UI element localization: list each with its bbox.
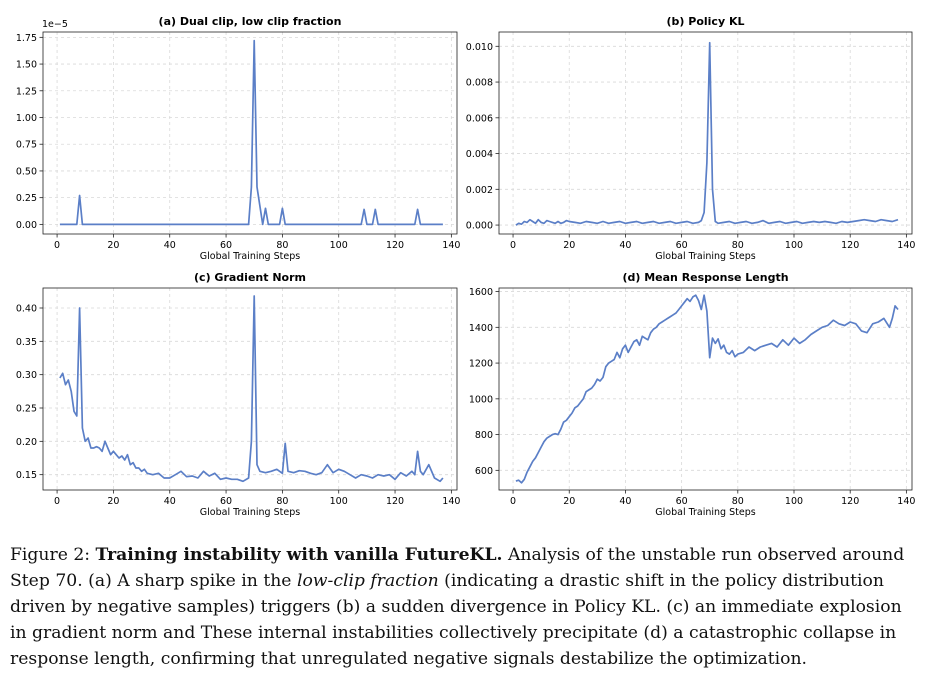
x-tick-label: 60: [220, 240, 232, 251]
x-axis-label: Global Training Steps: [200, 507, 300, 518]
x-tick-label: 0: [510, 240, 516, 251]
plot-frame: [498, 31, 913, 235]
x-tick-label: 40: [164, 496, 176, 507]
y-tick-label: 0.30: [16, 370, 37, 381]
y-tick-label: 0.006: [466, 113, 493, 124]
series-line: [515, 41, 899, 226]
y-tick-label: 0.20: [16, 437, 37, 448]
series-line: [59, 39, 443, 226]
y-tick-label: 0.15: [16, 470, 37, 481]
y-tick-label: 0.25: [16, 404, 37, 415]
x-tick-label: 20: [107, 496, 119, 507]
plot-frame: [42, 287, 458, 491]
x-tick-label: 120: [841, 240, 859, 251]
x-tick-label: 80: [276, 240, 288, 251]
chart-title: (d) Mean Response Length: [622, 271, 788, 284]
y-tick-label: 800: [475, 430, 493, 441]
x-tick-label: 140: [442, 496, 460, 507]
x-tick-label: 120: [386, 496, 404, 507]
y-tick-label: 600: [475, 466, 493, 477]
x-tick-label: 140: [442, 240, 460, 251]
x-tick-label: 120: [386, 240, 404, 251]
series-line: [515, 294, 899, 484]
panel-d-mean-response-length: 0 20 40 60 80 100 120 140 600 800 1000 1200 1400 1600…: [469, 271, 916, 518]
x-axis-label: Global Training Steps: [655, 251, 755, 262]
x-tick-label: 20: [107, 240, 119, 251]
y-tick-label: 0.004: [466, 149, 493, 160]
figure-2-panels: 0 20 40 60 80 100 120 140 0.00 0.25 0.50 0.75 1.00 1.…: [16, 15, 916, 518]
x-tick-label: 140: [897, 496, 915, 507]
panel-a-low-clip-fraction: 0 20 40 60 80 100 120 140 0.00 0.25 0.50 0.75 1.00 1.…: [16, 15, 461, 262]
x-tick-label: 40: [619, 496, 631, 507]
x-tick-label: 0: [54, 496, 60, 507]
x-tick-label: 80: [732, 496, 744, 507]
chart-title: (c) Gradient Norm: [194, 271, 306, 284]
plot-frame: [498, 287, 913, 491]
x-tick-label: 20: [563, 240, 575, 251]
x-axis-label: Global Training Steps: [200, 251, 300, 262]
x-tick-label: 100: [785, 240, 803, 251]
y-tick-label: 0.010: [466, 42, 493, 53]
x-tick-label: 60: [676, 240, 688, 251]
y-tick-label: 0.008: [466, 78, 493, 89]
figure-caption: Figure 2: Training instability with vani…: [10, 542, 920, 672]
y-tick-label: 1000: [469, 394, 493, 405]
y-tick-label: 0.000: [466, 221, 493, 232]
y-tick-label: 1600: [469, 287, 493, 298]
x-tick-label: 100: [785, 496, 803, 507]
x-tick-label: 80: [276, 496, 288, 507]
y-tick-label: 0.50: [16, 166, 37, 177]
y-tick-label: 0.002: [466, 185, 493, 196]
chart-title: (a) Dual clip, low clip fraction: [159, 15, 342, 28]
x-tick-label: 60: [220, 496, 232, 507]
panel-b-policy-kl: 0 20 40 60 80 100 120 140 0.000 0.002 0.004 0.006 0.…: [466, 15, 916, 262]
y-tick-label: 1.75: [16, 33, 37, 44]
chart-title: (b) Policy KL: [667, 15, 745, 28]
y-tick-label: 1.00: [16, 113, 37, 124]
x-tick-label: 100: [330, 496, 348, 507]
y-tick-label: 1400: [469, 323, 493, 334]
x-tick-label: 40: [619, 240, 631, 251]
x-tick-label: 0: [54, 240, 60, 251]
y-tick-label: 0.00: [16, 220, 37, 231]
x-tick-label: 60: [676, 496, 688, 507]
x-tick-label: 140: [897, 240, 915, 251]
caption-italic-term: low-clip fraction: [296, 571, 439, 591]
caption-bold-title: Training instability with vanilla Future…: [95, 545, 503, 565]
y-tick-label: 0.35: [16, 337, 37, 348]
y-tick-label: 1.50: [16, 60, 37, 71]
x-tick-label: 80: [732, 240, 744, 251]
y-tick-label: 0.40: [16, 304, 37, 315]
x-tick-label: 120: [841, 496, 859, 507]
y-offset-text: 1e−5: [42, 19, 68, 30]
caption-label: Figure 2:: [10, 545, 91, 565]
x-axis-label: Global Training Steps: [655, 507, 755, 518]
x-tick-label: 0: [510, 496, 516, 507]
caption-text-2: (indicating a drastic shift in the polic…: [10, 571, 902, 669]
x-tick-label: 100: [330, 240, 348, 251]
panel-c-gradient-norm: 0 20 40 60 80 100 120 140 0.15 0.20 0.25 0.30 0.35 0.…: [16, 271, 461, 518]
plot-frame: [42, 31, 458, 235]
caption-text-1: Analysis of the unstable run observed ar…: [10, 545, 905, 591]
y-tick-label: 0.25: [16, 193, 37, 204]
y-tick-label: 1200: [469, 359, 493, 370]
y-tick-label: 0.75: [16, 140, 37, 151]
x-tick-label: 40: [164, 240, 176, 251]
series-line: [59, 295, 444, 483]
y-tick-label: 1.25: [16, 86, 37, 97]
x-tick-label: 20: [563, 496, 575, 507]
